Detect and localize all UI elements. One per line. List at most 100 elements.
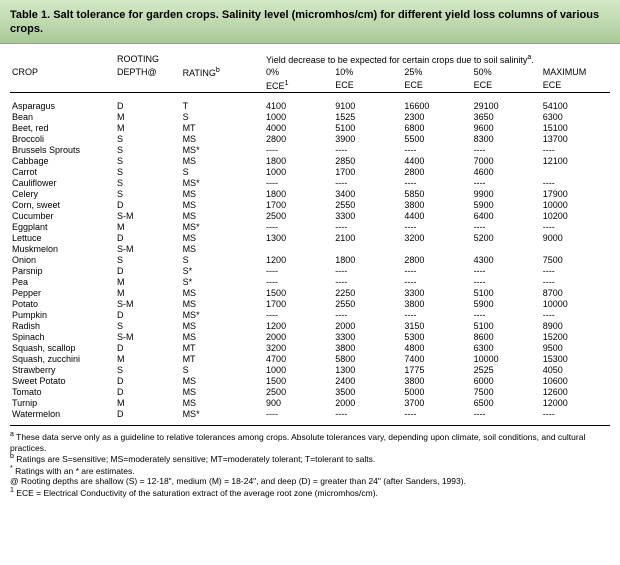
cell: D <box>115 386 181 397</box>
cell: 17900 <box>541 188 610 199</box>
cell: S <box>115 188 181 199</box>
cell: 5100 <box>333 122 402 133</box>
cell: ---- <box>333 144 402 155</box>
cell: 4600 <box>472 166 541 177</box>
cell: S-M <box>115 243 181 254</box>
table-row: Squash, scallopDMT32003800480063009500 <box>10 342 610 353</box>
cell: 2800 <box>264 133 333 144</box>
cell: 9100 <box>333 100 402 111</box>
cell: 1500 <box>264 375 333 386</box>
table-row: RadishSMS12002000315051008900 <box>10 320 610 331</box>
cell: M <box>115 397 181 408</box>
table-row: CelerySMS180034005850990017900 <box>10 188 610 199</box>
cell: 2500 <box>264 210 333 221</box>
cell: 2250 <box>333 287 402 298</box>
cell: MS <box>181 386 264 397</box>
cell: 2000 <box>264 331 333 342</box>
table-row: BeanMS10001525230036506300 <box>10 111 610 122</box>
cell: 1000 <box>264 364 333 375</box>
cell: M <box>115 276 181 287</box>
cell: 9500 <box>541 342 610 353</box>
cell: 9600 <box>472 122 541 133</box>
cell: 3300 <box>402 287 471 298</box>
cell: 29100 <box>472 100 541 111</box>
cell: 6800 <box>402 122 471 133</box>
cell: 1300 <box>264 232 333 243</box>
cell: S <box>181 166 264 177</box>
cell: 3200 <box>402 232 471 243</box>
cell: 5200 <box>472 232 541 243</box>
cell: 12000 <box>541 397 610 408</box>
cell: ---- <box>333 177 402 188</box>
cell: ---- <box>541 276 610 287</box>
cell: 3800 <box>333 342 402 353</box>
table-row: SpinachS-MMS200033005300860015200 <box>10 331 610 342</box>
cell: 8600 <box>472 331 541 342</box>
salinity-table: ROOTING Yield decrease to be expected fo… <box>10 50 610 428</box>
cell: MT <box>181 122 264 133</box>
cell: 1200 <box>264 320 333 331</box>
cell: S <box>115 320 181 331</box>
cell: Sweet Potato <box>10 375 115 386</box>
cell: ---- <box>264 221 333 232</box>
table-row: EggplantMMS*-------------------- <box>10 221 610 232</box>
cell: 2100 <box>333 232 402 243</box>
cell: S <box>181 111 264 122</box>
cell: Pumpkin <box>10 309 115 320</box>
cell: Muskmelon <box>10 243 115 254</box>
cell: 9000 <box>541 232 610 243</box>
cell: ---- <box>472 309 541 320</box>
cell: 4100 <box>264 100 333 111</box>
cell: 10000 <box>541 298 610 309</box>
cell: 15300 <box>541 353 610 364</box>
table-row: CucumberS-MMS250033004400640010200 <box>10 210 610 221</box>
cell: Beet, red <box>10 122 115 133</box>
cell: S <box>115 177 181 188</box>
cell: ---- <box>541 309 610 320</box>
cell: 4000 <box>264 122 333 133</box>
cell: ---- <box>472 221 541 232</box>
cell: 3700 <box>402 397 471 408</box>
cell: S <box>115 155 181 166</box>
cell: 2800 <box>402 254 471 265</box>
cell: D <box>115 375 181 386</box>
col-crop: CROP <box>10 66 115 79</box>
cell: ---- <box>264 177 333 188</box>
cell: 6400 <box>472 210 541 221</box>
cell: 8700 <box>541 287 610 298</box>
cell: S <box>115 254 181 265</box>
table-row: PepperMMS15002250330051008700 <box>10 287 610 298</box>
cell: Turnip <box>10 397 115 408</box>
cell: MS <box>181 243 264 254</box>
table-row: Beet, redMMT400051006800960015100 <box>10 122 610 133</box>
cell: Spinach <box>10 331 115 342</box>
cell: Potato <box>10 298 115 309</box>
cell: 1700 <box>264 298 333 309</box>
cell: 5000 <box>402 386 471 397</box>
cell: ---- <box>472 265 541 276</box>
cell: 1000 <box>264 166 333 177</box>
table-row: CarrotSS1000170028004600 <box>10 166 610 177</box>
col-rooting: ROOTING <box>115 50 181 66</box>
cell: 3400 <box>333 188 402 199</box>
col-max: MAXIMUM <box>541 66 610 79</box>
cell: 10200 <box>541 210 610 221</box>
cell <box>264 243 333 254</box>
cell: 2500 <box>264 386 333 397</box>
cell: 5500 <box>402 133 471 144</box>
cell: Pea <box>10 276 115 287</box>
table-row: PotatoS-MMS170025503800590010000 <box>10 298 610 309</box>
cell: 5100 <box>472 287 541 298</box>
cell: ---- <box>402 276 471 287</box>
cell: 4800 <box>402 342 471 353</box>
cell: 2800 <box>402 166 471 177</box>
cell: M <box>115 111 181 122</box>
cell: 1800 <box>333 254 402 265</box>
table-row: LettuceDMS13002100320052009000 <box>10 232 610 243</box>
cell: MS* <box>181 144 264 155</box>
cell: S* <box>181 265 264 276</box>
cell: 3300 <box>333 210 402 221</box>
cell: S <box>115 166 181 177</box>
cell: MS* <box>181 408 264 419</box>
cell: 1200 <box>264 254 333 265</box>
